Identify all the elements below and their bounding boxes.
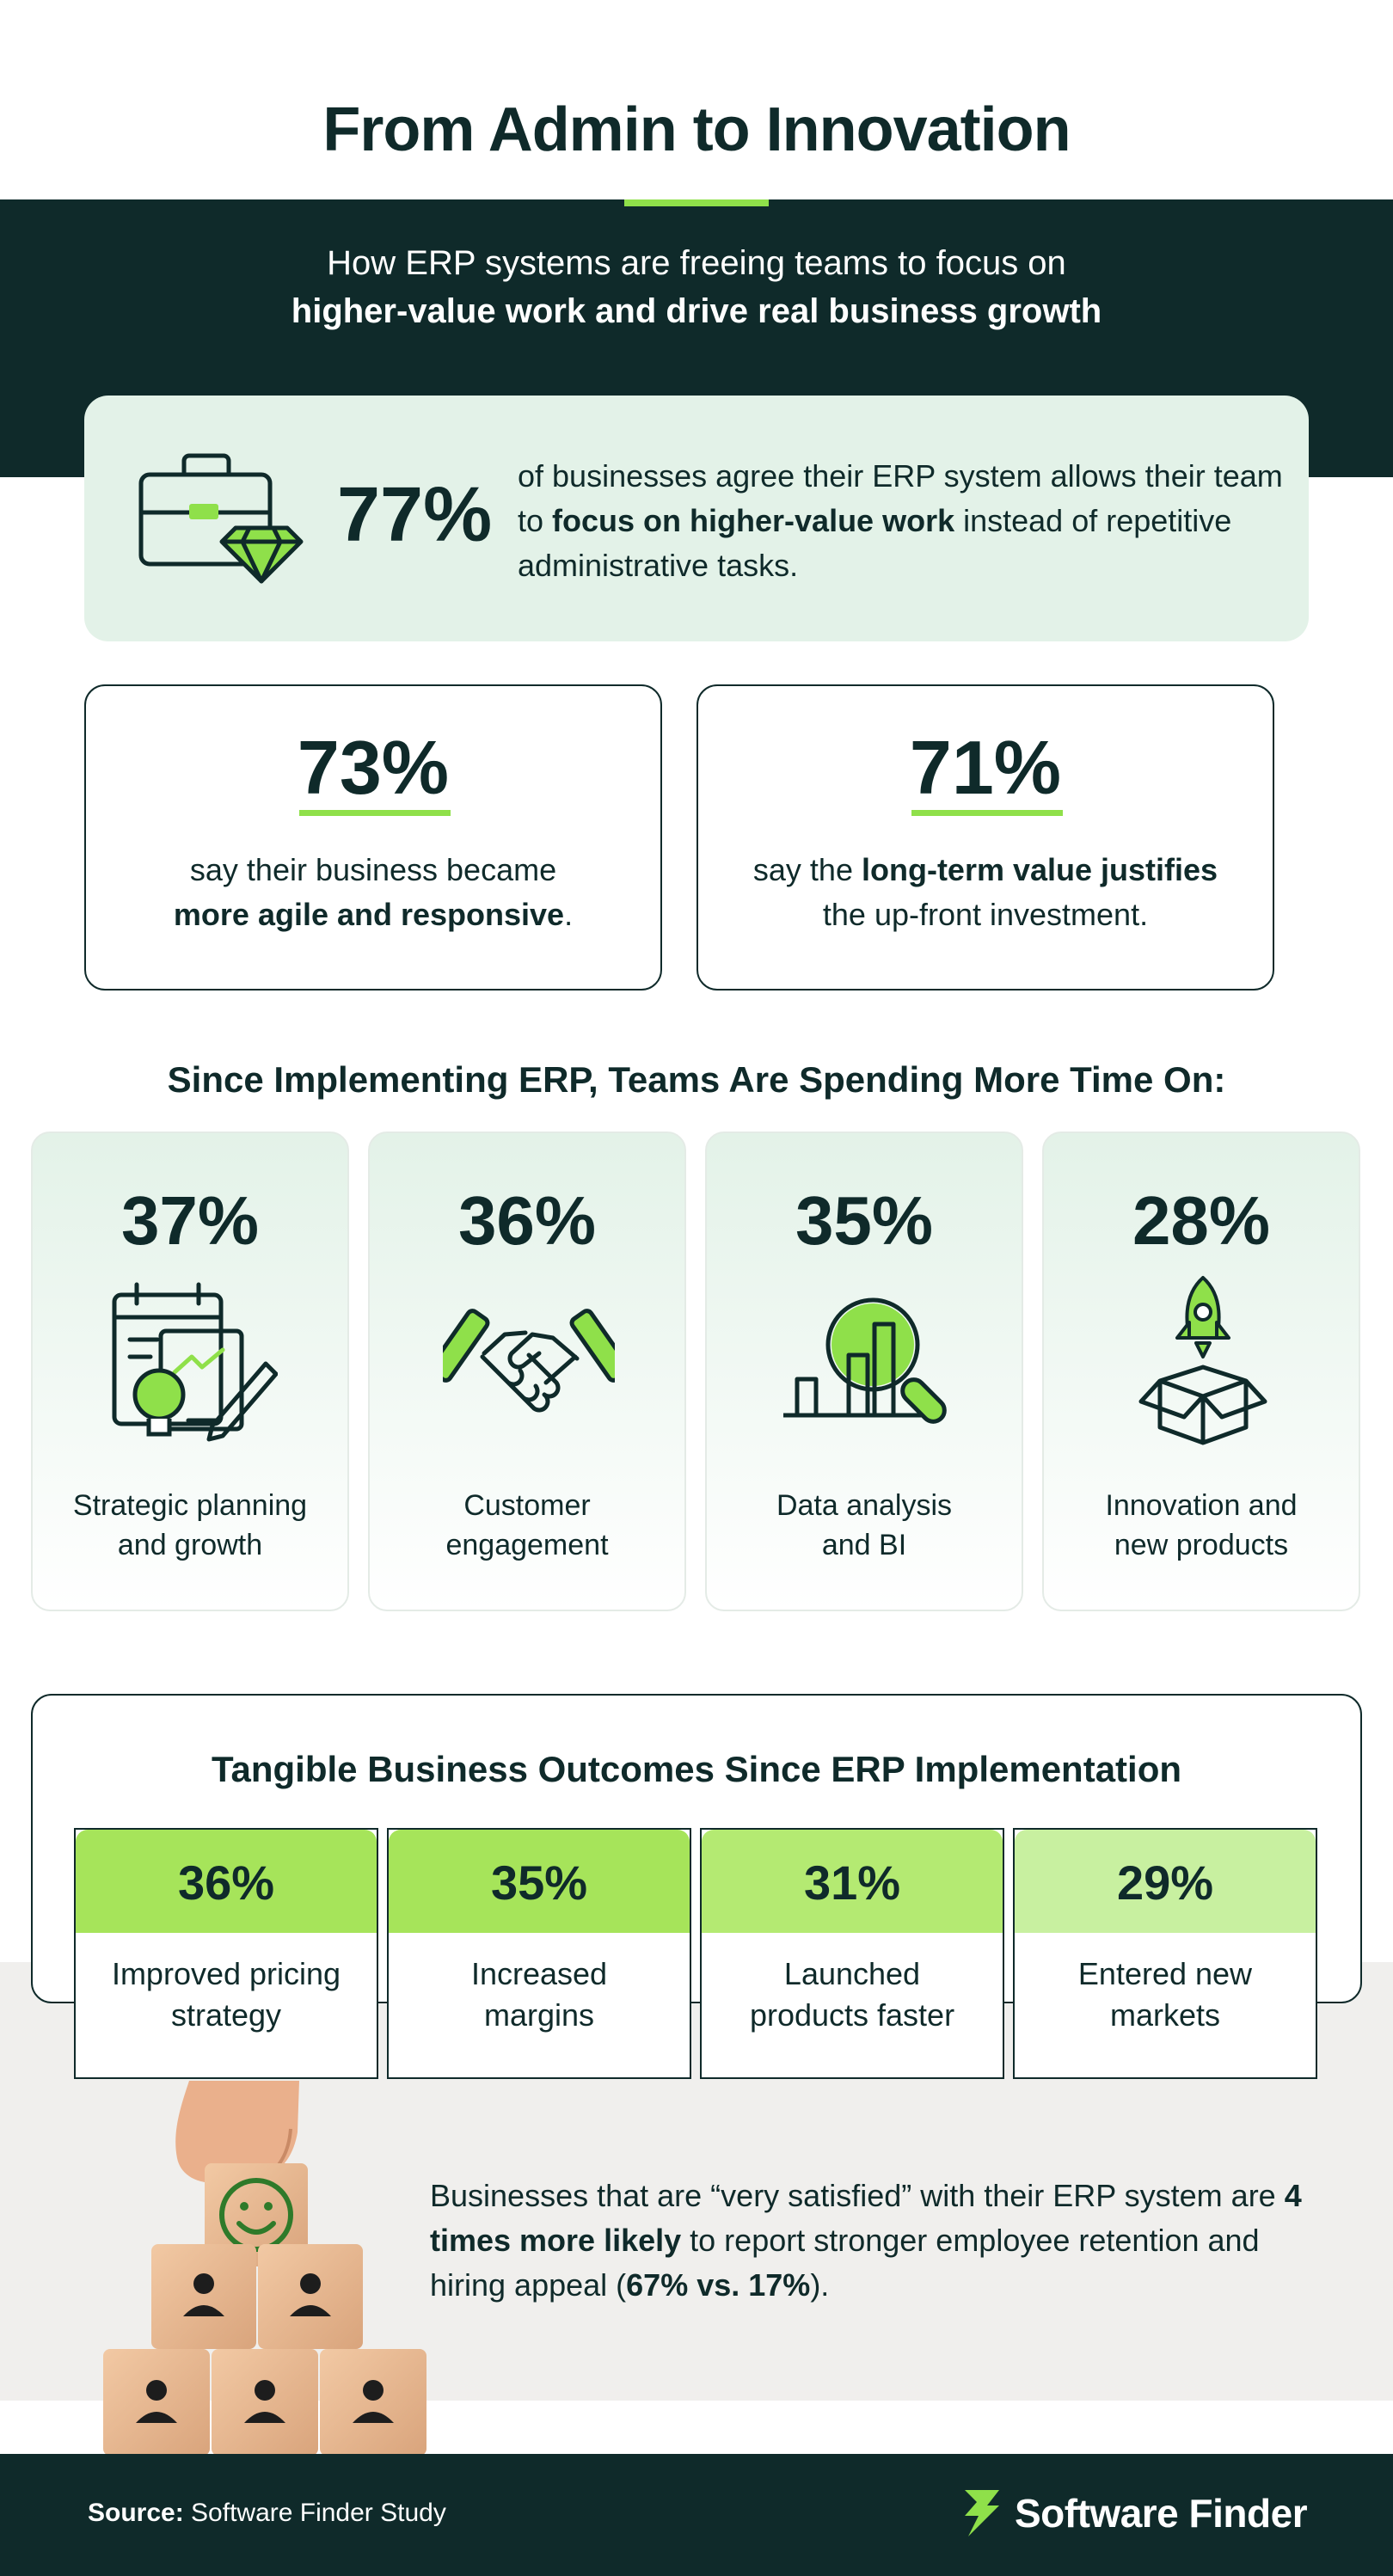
time-label-line-1: Data analysis [776, 1489, 953, 1522]
time-card-innovation: 28% Innovation and new products [1042, 1132, 1360, 1611]
outcome-markets: 29% Entered new markets [1013, 1828, 1317, 2079]
briefcase-diamond-icon [138, 453, 304, 584]
time-card-data: 35% Data analysis and BI [705, 1132, 1023, 1611]
hero-text-a: of businesses agree their ERP system all… [518, 458, 1283, 538]
stat-card-value: 71% say the long-term value justifies th… [696, 684, 1274, 991]
hero-percent: 77% [337, 472, 493, 558]
rocket-box-icon [1138, 1276, 1267, 1445]
outcome-percent: 31% [702, 1830, 1003, 1933]
stat-percent: 73% [297, 725, 450, 810]
outcome-launched: 31% Launched products faster [700, 1828, 1004, 2079]
outcome-pricing: 36% Improved pricing strategy [74, 1828, 378, 2079]
retention-text-b: to report stronger employee retention an… [430, 2223, 1260, 2303]
outcome-label: Entered new markets [1015, 1953, 1316, 2036]
time-label-line-2: and BI [821, 1529, 907, 1561]
magnifier-chart-icon [783, 1297, 947, 1424]
time-label-line-2: new products [1114, 1529, 1289, 1561]
handshake-icon [443, 1309, 615, 1413]
outcome-label-line-2: strategy [170, 1997, 282, 2033]
stat-text-bold: long-term value justifies [861, 852, 1218, 887]
retention-text: Businesses that are “very satisfied” wit… [430, 2174, 1324, 2308]
retention-bold-2: 67% vs. 17% [626, 2267, 811, 2303]
retention-text-c: ). [810, 2267, 830, 2303]
time-percent: 36% [457, 1182, 597, 1259]
brand-logo[interactable]: Software Finder [961, 2487, 1308, 2538]
time-percent: 35% [795, 1182, 934, 1259]
time-label-line-1: Innovation and [1105, 1489, 1298, 1522]
source-note: Source: Software Finder Study [88, 2499, 446, 2528]
time-label-line-1: Strategic planning [72, 1489, 308, 1522]
outcome-label-line-1: Entered new [1077, 1956, 1253, 1991]
page-title: From Admin to Innovation [322, 95, 1071, 164]
wooden-blocks-illustration [103, 2081, 426, 2456]
time-label: Customer engagement [370, 1486, 684, 1565]
outcome-label: Improved pricing strategy [76, 1953, 377, 2036]
stat-text: say the long-term value justifies the up… [698, 848, 1273, 937]
outcome-label-line-1: Increased [470, 1956, 608, 1991]
source-label: Source: [88, 2499, 184, 2527]
subtitle: How ERP systems are freeing teams to foc… [0, 239, 1393, 335]
outcome-label-line-1: Launched [783, 1956, 921, 1991]
title-accent-bar [624, 199, 769, 206]
time-section-heading: Since Implementing ERP, Teams Are Spendi… [167, 1059, 1226, 1100]
brand-name: Software Finder [1015, 2491, 1308, 2536]
time-card-customer: 36% Customer engagement [368, 1132, 686, 1611]
stat-underline [911, 810, 1063, 816]
retention-text-a: Businesses that are “very satisfied” wit… [430, 2178, 1285, 2213]
stat-text-a: say their business became [189, 852, 557, 887]
time-label: Strategic planning and growth [33, 1486, 347, 1565]
time-card-strategic: 37% Strategic planning and growth [31, 1132, 349, 1611]
outcome-label-line-2: margins [483, 1997, 595, 2033]
outcome-label-line-2: products faster [749, 1997, 955, 2033]
stat-percent: 71% [909, 725, 1062, 810]
outcome-percent: 29% [1015, 1830, 1316, 1933]
time-percent: 37% [120, 1182, 260, 1259]
outcome-percent: 35% [389, 1830, 690, 1933]
planning-lightbulb-icon [112, 1282, 278, 1442]
stat-text-b: the up-front investment. [822, 897, 1149, 932]
stat-text: say their business became more agile and… [86, 848, 660, 937]
stat-underline [299, 810, 451, 816]
outcome-label-line-2: markets [1109, 1997, 1221, 2033]
time-label: Innovation and new products [1044, 1486, 1359, 1565]
outcome-percent: 36% [76, 1830, 377, 1933]
outcomes-heading: Tangible Business Outcomes Since ERP Imp… [211, 1749, 1182, 1789]
hero-text: of businesses agree their ERP system all… [518, 454, 1292, 588]
source-text: Software Finder Study [183, 2499, 446, 2527]
stat-card-agile: 73% say their business became more agile… [84, 684, 662, 991]
time-label-line-2: engagement [445, 1529, 609, 1561]
retention-bold-1: 4 times more likely [430, 2178, 1302, 2258]
hero-card [84, 396, 1309, 641]
subtitle-line-2: higher-value work and drive real busines… [291, 292, 1102, 330]
hero-text-bold: focus on higher-value work [552, 503, 955, 538]
time-label-line-1: Customer [463, 1489, 591, 1522]
time-percent: 28% [1132, 1182, 1271, 1259]
hero-text-b: instead of repetitive administrative tas… [518, 503, 1232, 583]
time-label-line-2: and growth [117, 1529, 263, 1561]
software-finder-logo-icon [965, 2490, 999, 2536]
stat-text-b: . [564, 897, 574, 932]
outcome-label: Launched products faster [702, 1953, 1003, 2036]
outcome-margins: 35% Increased margins [387, 1828, 691, 2079]
stat-text-a: say the [752, 852, 862, 887]
stat-text-bold: more agile and responsive [173, 897, 565, 932]
time-label: Data analysis and BI [707, 1486, 1022, 1565]
outcome-label: Increased margins [389, 1953, 690, 2036]
footer [0, 2454, 1393, 2576]
subtitle-line-1: How ERP systems are freeing teams to foc… [327, 244, 1066, 282]
outcome-label-line-1: Improved pricing [111, 1956, 341, 1991]
